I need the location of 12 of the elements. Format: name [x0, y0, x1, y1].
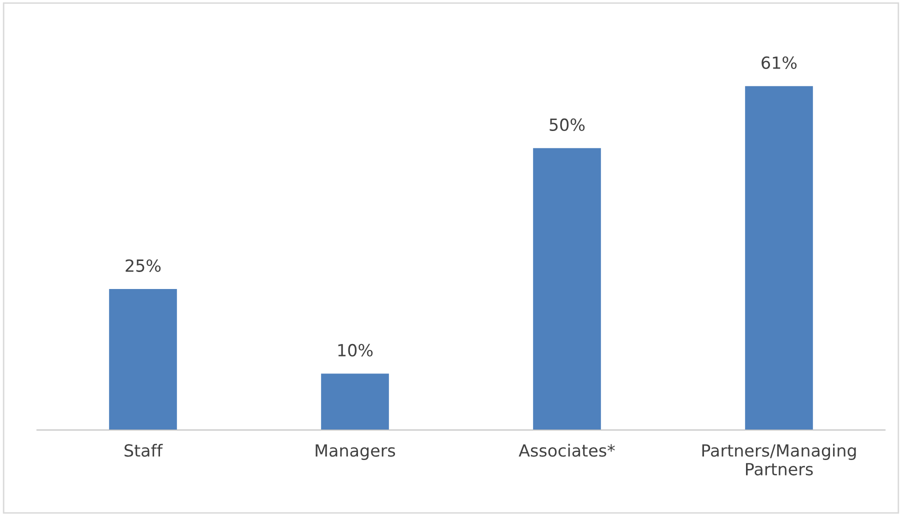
- bar: [321, 374, 389, 430]
- data-label: 61%: [762, 56, 797, 69]
- x-tick-label: Managers: [316, 444, 396, 460]
- x-tick-label: Partners/Managing Partners: [702, 444, 856, 476]
- bar: [745, 86, 813, 430]
- bar: [109, 289, 177, 430]
- data-label: 50%: [550, 118, 585, 132]
- x-tick-label: Associates*: [518, 444, 615, 457]
- data-label: 25%: [126, 259, 161, 272]
- x-tick-label: Staff: [124, 444, 163, 457]
- data-label: 10%: [338, 344, 373, 357]
- bar: [533, 148, 601, 430]
